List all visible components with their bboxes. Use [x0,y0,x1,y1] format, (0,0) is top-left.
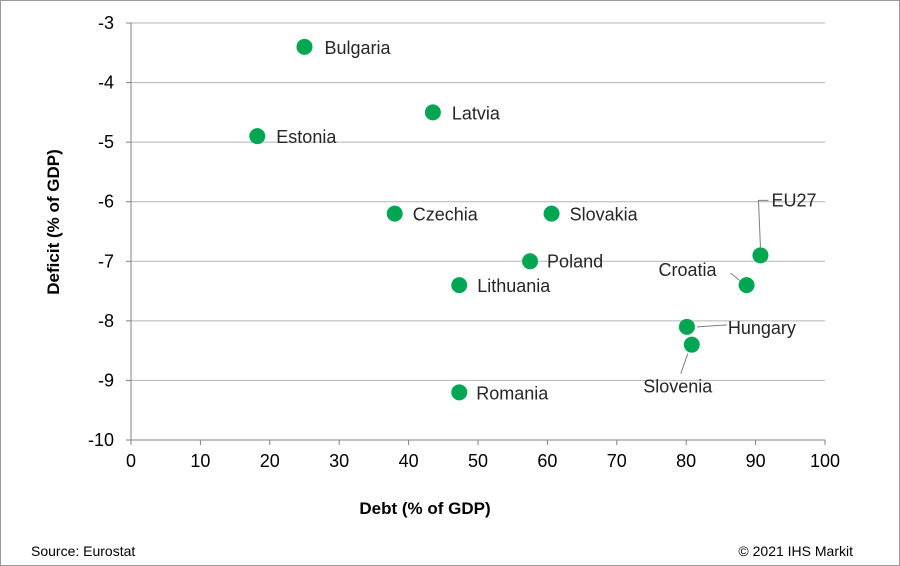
x-tick-label: 80 [676,451,696,471]
x-tick-label: 70 [607,451,627,471]
x-tick-label: 40 [399,451,419,471]
y-tick-label: -5 [98,132,114,152]
data-label: EU27 [771,190,816,210]
x-tick-label: 30 [329,451,349,471]
data-label: Croatia [659,260,718,280]
x-tick-label: 60 [537,451,557,471]
data-point [451,277,468,294]
data-points [249,38,769,401]
data-point [543,205,560,222]
leader-line [680,353,689,374]
data-label: Lithuania [477,276,551,296]
data-point [738,277,755,294]
x-tick-label: 20 [260,451,280,471]
data-label: Poland [547,251,603,271]
data-point [424,104,441,121]
y-tick-label: -10 [88,430,114,450]
x-axis-title: Debt (% of GDP) [359,499,490,518]
source-note: Source: Eurostat [31,543,136,559]
data-label: Estonia [276,127,337,147]
leader-line [730,272,741,282]
y-tick-label: -7 [98,251,114,271]
leader-line [696,324,727,328]
y-tick-label: -3 [98,13,114,33]
leader-line [757,199,769,248]
y-tick-label: -8 [98,311,114,331]
data-point [451,384,468,401]
y-axis-title: Deficit (% of GDP) [44,149,63,294]
data-point [522,253,539,270]
y-tick-label: -9 [98,370,114,390]
data-label: Romania [476,383,549,403]
y-tick-label: -6 [98,192,114,212]
x-tick-label: 0 [126,451,136,471]
data-point [683,336,700,353]
data-labels: Bulgaria Latvia Estonia Czechia Slovakia Pola… [276,38,816,404]
y-tick-label: -4 [98,73,114,93]
data-point [678,318,695,335]
copyright-note: © 2021 IHS Markit [738,543,853,559]
data-point [296,38,313,55]
data-label: Slovakia [570,205,639,225]
data-point [386,205,403,222]
data-label: Hungary [728,318,796,338]
data-label: Czechia [413,205,479,225]
axes: -3 -4 -5 -6 -7 -8 -9 -10 0 10 20 30 40 50 60 70 80 90 100 [88,13,840,471]
data-label: Latvia [452,103,501,123]
data-label: Slovenia [643,377,713,397]
data-point [249,128,266,145]
data-label: Bulgaria [325,38,392,58]
x-tick-label: 50 [468,451,488,471]
x-tick-label: 100 [810,451,840,471]
leader-lines [680,199,769,374]
gridlines [131,22,825,381]
data-point [752,247,769,264]
x-tick-label: 10 [190,451,210,471]
x-tick-label: 90 [746,451,766,471]
